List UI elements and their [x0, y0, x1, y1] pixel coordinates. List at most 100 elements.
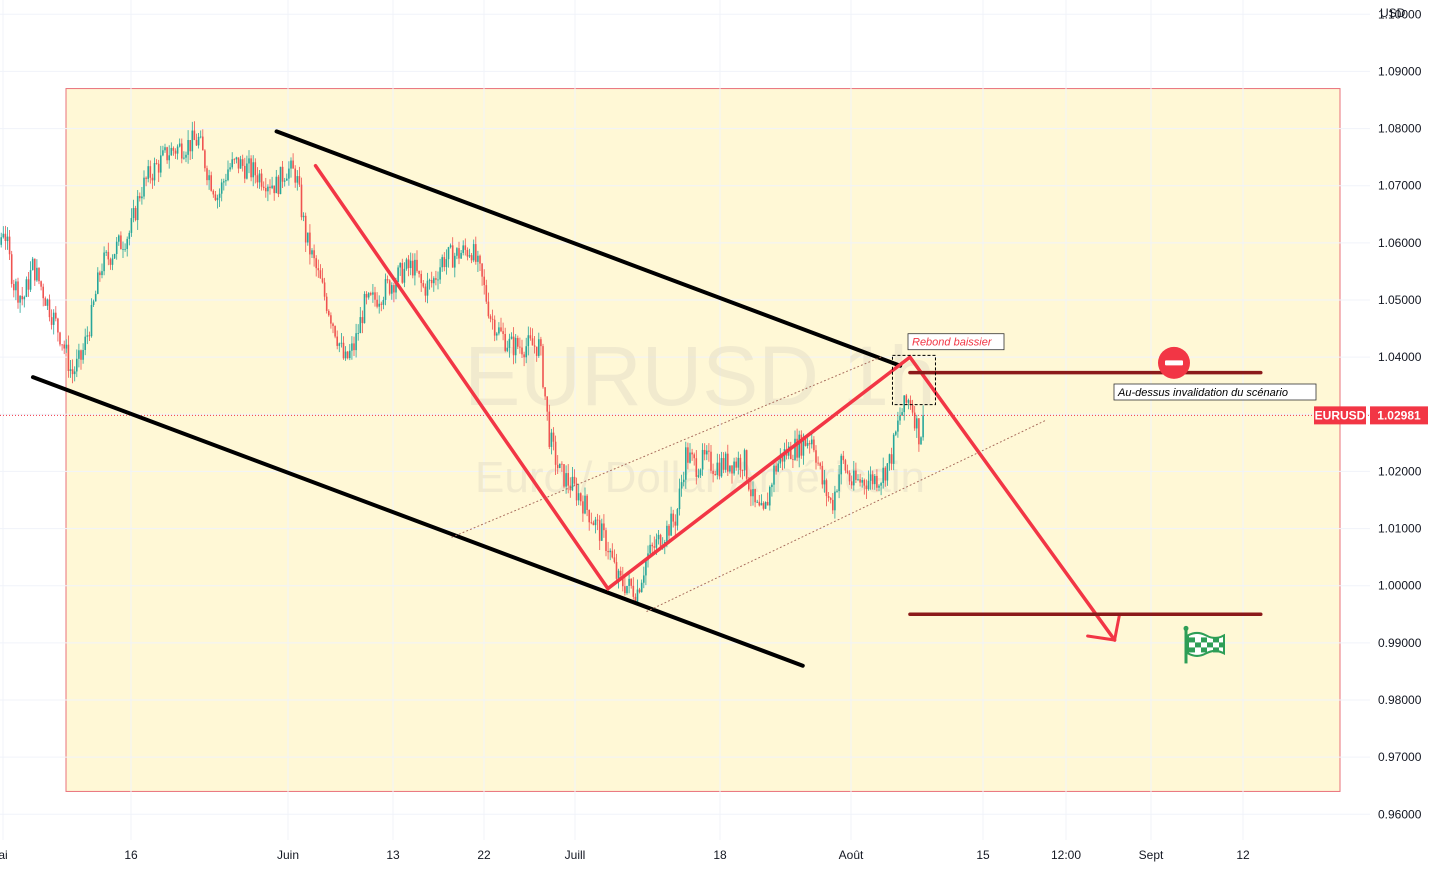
candle-body: [508, 338, 511, 348]
candle-body: [418, 270, 420, 274]
candle-body: [882, 467, 884, 484]
candle-body: [829, 497, 832, 500]
candle-body: [550, 432, 553, 447]
candle-body: [878, 485, 880, 488]
time-axis[interactable]: ai 16 Juin 13 22 Juill 18 Août 15 12:00 Sept 12: [0, 848, 1250, 862]
candle-body: [756, 501, 758, 503]
candle-body: [321, 278, 324, 283]
candle-body: [487, 301, 490, 317]
candle-body: [107, 251, 110, 260]
candle-body: [103, 252, 105, 272]
candle-body: [611, 550, 614, 558]
candle-body: [544, 387, 546, 397]
candle-body: [454, 255, 456, 268]
channel-lower-line[interactable]: [30, 375, 805, 668]
candle-body: [258, 173, 261, 183]
candle-body: [115, 241, 118, 255]
candle-body: [764, 501, 767, 509]
candle-body: [666, 525, 668, 542]
candle-body: [556, 464, 559, 469]
time-tick-label: 13: [386, 848, 400, 862]
candle-body: [651, 544, 653, 547]
candle-body: [552, 432, 555, 442]
candle-body: [871, 474, 874, 485]
flag-check: [1213, 637, 1219, 643]
candle-body: [626, 585, 628, 594]
candle-body: [76, 358, 78, 372]
parallel-channel-bottom[interactable]: [646, 419, 1047, 612]
candle-body: [55, 312, 57, 319]
candle-body: [349, 350, 351, 359]
candle-body: [846, 470, 849, 473]
drawings[interactable]: [30, 129, 1263, 668]
candle-body: [126, 238, 128, 249]
candle-body: [27, 279, 30, 290]
candle-body: [645, 560, 647, 576]
candle-body: [741, 470, 744, 471]
candle-body: [584, 495, 586, 514]
channel-upper-line[interactable]: [274, 129, 903, 368]
rebound-note[interactable]: Rebond baissier: [907, 333, 1005, 351]
candle-body: [256, 175, 259, 183]
candle-body: [760, 503, 763, 506]
candle-body: [594, 519, 597, 526]
candle-body: [153, 163, 156, 181]
candle-body: [346, 351, 349, 359]
price-tick-label: 1.09000: [1378, 64, 1422, 78]
candle-body: [596, 519, 599, 521]
candle-body: [510, 336, 513, 339]
price-tick-label: 1.01000: [1378, 522, 1422, 536]
candle-body: [769, 487, 771, 506]
parallel-channel-top[interactable]: [451, 356, 882, 538]
candle-body: [38, 267, 40, 282]
invalidation-note[interactable]: Au-dessus invalidation du scénario: [1113, 383, 1317, 401]
candle-body: [475, 244, 477, 262]
candle-body: [405, 259, 408, 269]
candle-body: [735, 461, 737, 468]
candle-body: [808, 443, 811, 445]
price-tick-label: 1.06000: [1378, 236, 1422, 250]
candle-body: [378, 303, 380, 307]
zigzag-line[interactable]: [313, 163, 1117, 642]
candle-body: [540, 339, 542, 347]
candle-body: [275, 176, 278, 194]
candle-body: [292, 160, 294, 169]
time-tick-label: 18: [713, 848, 727, 862]
candle-body: [653, 546, 656, 548]
candle-body: [909, 400, 912, 405]
candle-body: [649, 544, 651, 554]
candle-body: [874, 475, 876, 485]
candle-body: [634, 596, 637, 602]
rebound-box[interactable]: [891, 354, 936, 406]
stop-icon-bar: [1165, 360, 1183, 366]
candle-body: [901, 412, 903, 416]
candle-body: [466, 249, 469, 257]
candle-body: [762, 503, 765, 509]
candle-body: [695, 458, 698, 477]
candle-body: [0, 237, 3, 245]
candle-body: [472, 244, 475, 261]
candle-body: [403, 268, 406, 283]
candle-body: [391, 285, 393, 294]
time-tick-label: 12:00: [1051, 848, 1081, 862]
candle-body: [260, 173, 263, 187]
candle-body: [248, 158, 250, 164]
candle-body: [640, 582, 643, 593]
candle-body: [796, 438, 798, 458]
candle-body: [338, 343, 341, 346]
candle-body: [565, 473, 567, 487]
candle-body: [78, 350, 80, 359]
candle-body: [328, 310, 330, 316]
candle-body: [422, 283, 425, 287]
candle-body: [804, 438, 807, 446]
candle-body: [132, 208, 135, 219]
candle-body: [668, 525, 670, 536]
candle-body: [202, 136, 204, 151]
candle-body: [693, 454, 695, 459]
candle-body: [204, 150, 206, 169]
candle-body: [876, 475, 878, 488]
candle-body: [607, 550, 609, 553]
candle-body: [145, 177, 147, 179]
candle-body: [151, 177, 154, 181]
